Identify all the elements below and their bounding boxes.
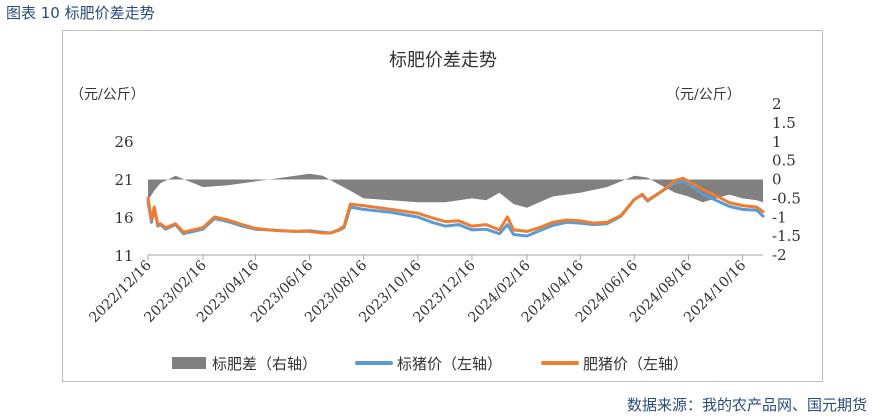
legend-item: 标猪价（左轴） (355, 355, 502, 373)
right-tick-label: -1 (772, 208, 787, 226)
right-tick-label: 2 (772, 95, 782, 113)
right-tick-label: -2 (772, 246, 787, 264)
legend-item: 肥猪价（左轴） (541, 355, 688, 373)
right-tick-label: 0.5 (772, 152, 796, 170)
legend-label: 肥猪价（左轴） (583, 355, 688, 373)
left-tick-label: 16 (114, 209, 133, 227)
right-tick-label: 1 (772, 133, 782, 151)
source-note: 数据来源：我的农产品网、国元期货 (626, 396, 867, 414)
chart-title: 标肥价差走势 (389, 50, 497, 71)
spread-area (148, 173, 763, 208)
left-tick-label: 26 (114, 133, 133, 151)
right-tick-label: 1.5 (772, 114, 796, 132)
left-tick-label: 21 (114, 171, 133, 189)
right-tick-label: -0.5 (772, 189, 801, 207)
fat-price-line (146, 176, 765, 235)
left-axis-unit: （元/公斤） (70, 87, 145, 103)
legend-item: 标肥差（右轴） (172, 355, 317, 373)
legend-label: 标肥差（右轴） (212, 355, 317, 373)
right-tick-label: 0 (772, 171, 782, 189)
figure-caption: 图表 10 标肥价差走势 (6, 4, 155, 22)
left-tick-label: 11 (114, 247, 133, 265)
legend-swatch (172, 357, 206, 369)
chart-frame (62, 30, 823, 382)
right-tick-label: -1.5 (772, 227, 801, 245)
legend-label: 标猪价（左轴） (397, 355, 502, 373)
right-axis-unit: （元/公斤） (666, 87, 741, 103)
